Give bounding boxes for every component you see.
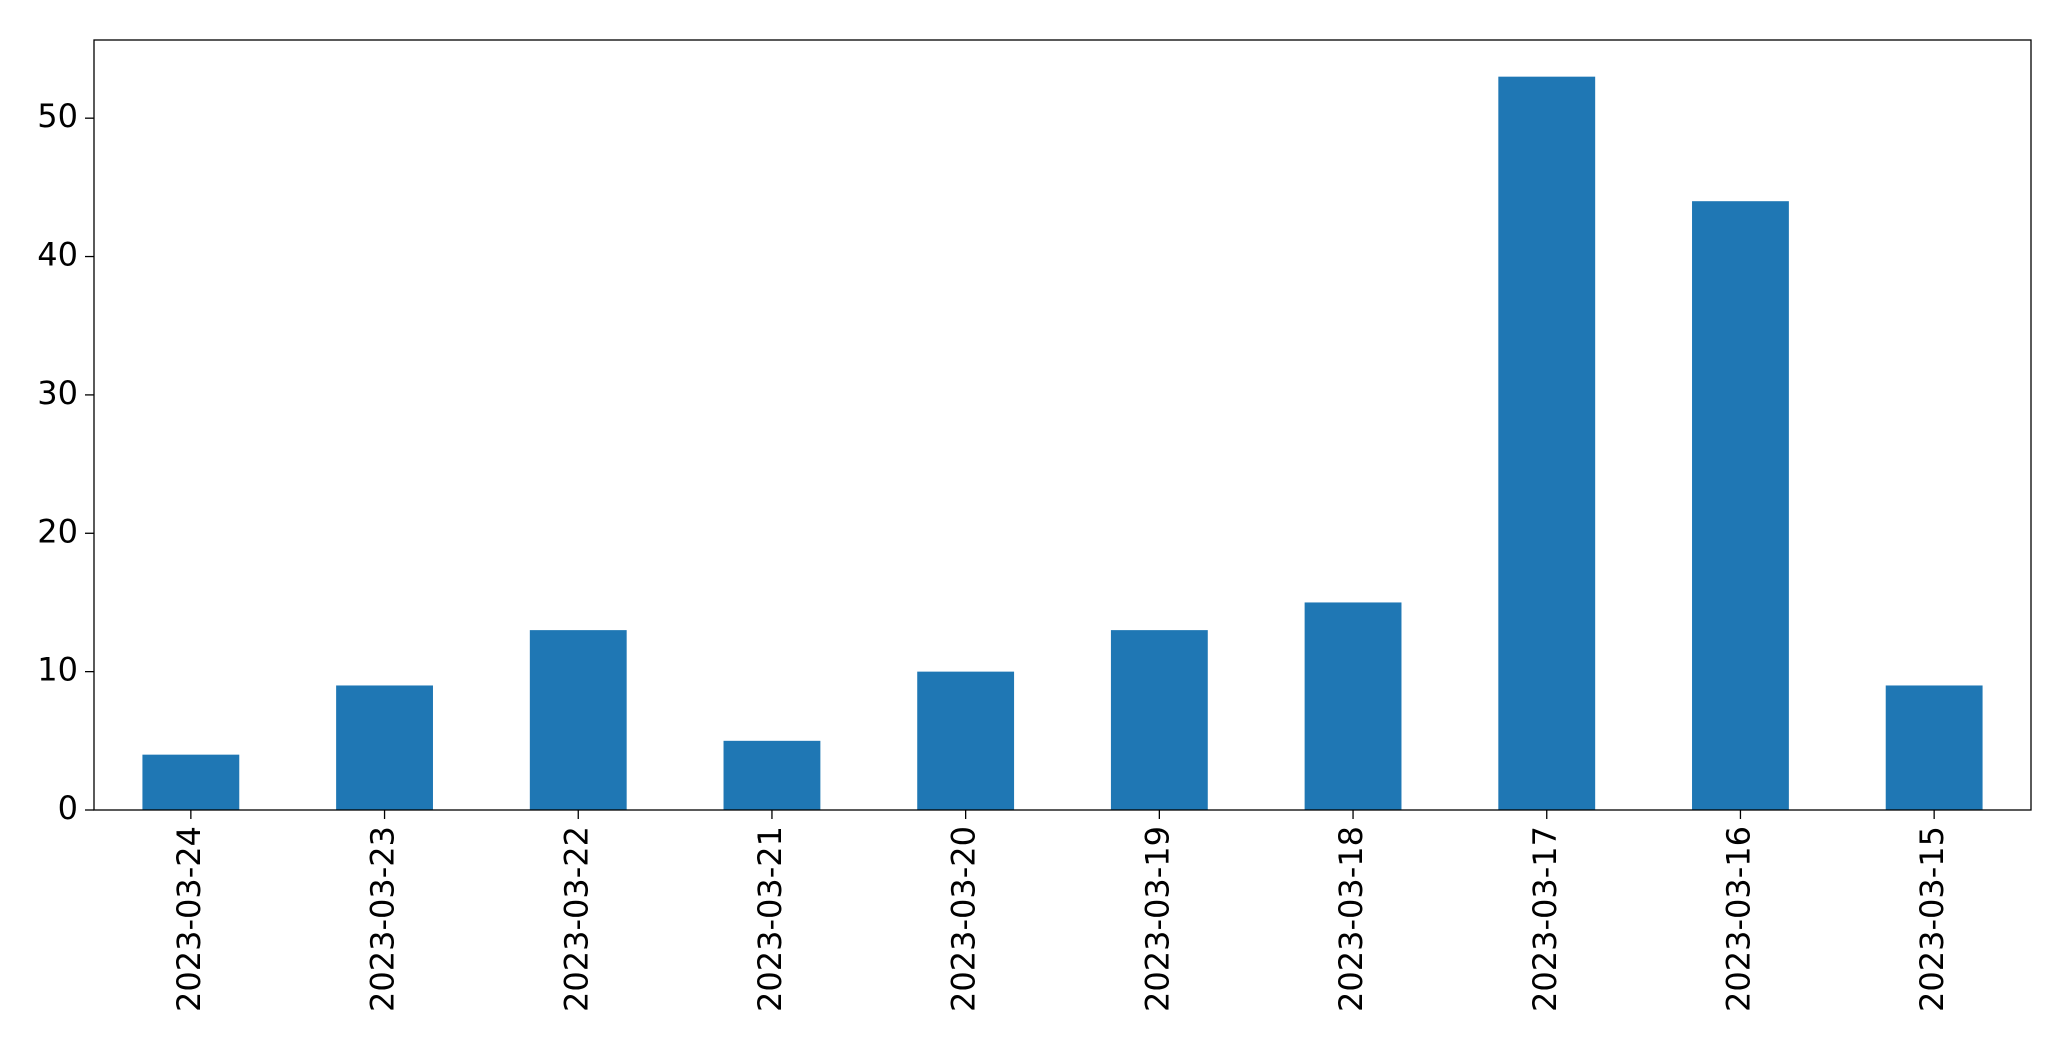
x-tick-label: 2023-03-18 — [1332, 826, 1370, 1012]
bar — [142, 754, 240, 810]
bar — [1110, 630, 1208, 810]
y-tick-label: 50 — [37, 97, 78, 135]
x-tick-label: 2023-03-22 — [557, 826, 595, 1012]
x-tick-label: 2023-03-15 — [1913, 826, 1951, 1012]
bar — [1304, 602, 1402, 810]
y-tick-label: 0 — [58, 789, 78, 827]
x-tick-label: 2023-03-19 — [1138, 826, 1176, 1012]
x-tick-label: 2023-03-20 — [945, 826, 983, 1012]
y-tick-label: 40 — [37, 236, 78, 274]
bar — [529, 630, 627, 810]
bar — [1692, 201, 1789, 811]
x-tick-label: 2023-03-24 — [170, 826, 208, 1012]
x-tick-label: 2023-03-23 — [364, 826, 402, 1012]
x-tick-label: 2023-03-16 — [1719, 826, 1757, 1012]
bar — [1885, 685, 1983, 810]
y-tick-label: 10 — [37, 651, 78, 689]
bar — [336, 685, 433, 810]
bar — [1498, 76, 1596, 810]
y-tick-label: 20 — [37, 512, 78, 550]
bar — [917, 671, 1015, 810]
bar — [723, 740, 821, 810]
plot-frame — [93, 39, 2032, 811]
x-tick-label: 2023-03-21 — [751, 826, 789, 1012]
x-tick-label: 2023-03-17 — [1526, 826, 1564, 1012]
y-tick-label: 30 — [37, 374, 78, 412]
